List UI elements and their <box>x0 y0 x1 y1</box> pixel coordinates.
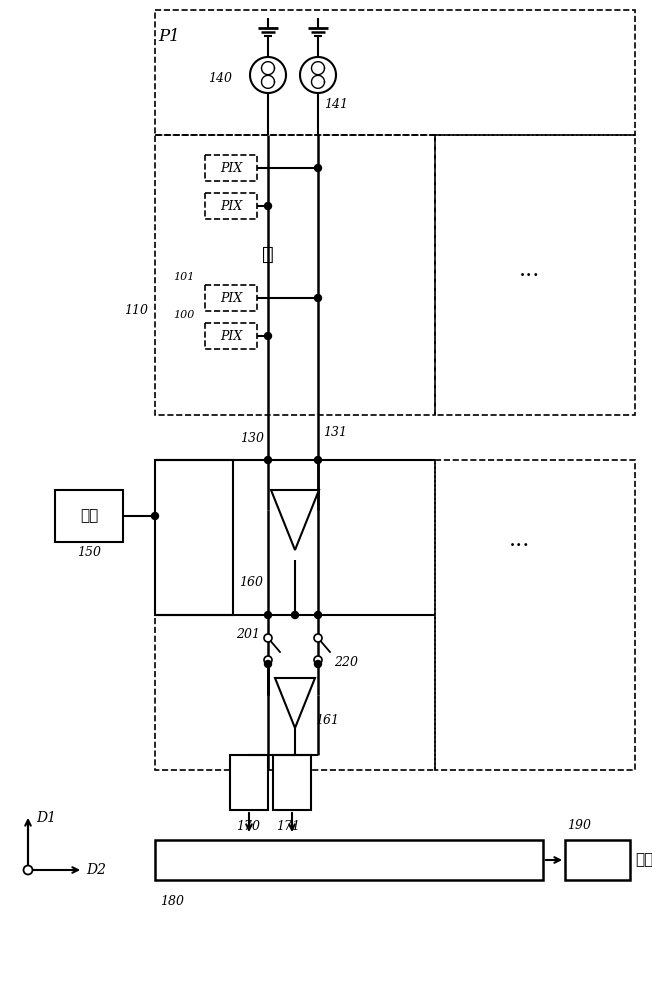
Text: 190: 190 <box>567 819 591 832</box>
Circle shape <box>265 660 271 668</box>
Bar <box>205 323 257 349</box>
Text: PIX: PIX <box>220 292 242 304</box>
Bar <box>55 490 123 542</box>
Circle shape <box>314 164 321 172</box>
Text: 101: 101 <box>173 272 195 282</box>
Circle shape <box>23 865 33 874</box>
Circle shape <box>264 634 272 642</box>
Text: PIX: PIX <box>220 330 242 342</box>
Circle shape <box>314 660 321 668</box>
Circle shape <box>265 332 271 340</box>
Bar <box>435 460 635 770</box>
Bar <box>155 460 435 770</box>
Text: ...: ... <box>509 529 531 551</box>
Text: P1: P1 <box>158 28 180 45</box>
Text: 131: 131 <box>323 426 347 438</box>
Text: D1: D1 <box>36 811 56 825</box>
Circle shape <box>314 634 322 642</box>
Polygon shape <box>275 678 315 728</box>
Text: PIX: PIX <box>220 161 242 174</box>
Circle shape <box>265 611 271 618</box>
Bar <box>273 755 311 810</box>
Bar <box>205 193 257 219</box>
Bar <box>565 840 630 880</box>
Polygon shape <box>271 490 319 550</box>
Text: 161: 161 <box>315 714 339 726</box>
Text: 130: 130 <box>240 432 264 444</box>
Text: 171: 171 <box>276 820 300 833</box>
Circle shape <box>314 456 321 464</box>
Text: 110: 110 <box>124 304 148 316</box>
Text: 141: 141 <box>324 99 348 111</box>
Text: 160: 160 <box>239 576 263 588</box>
Bar <box>205 155 257 181</box>
Bar <box>230 755 268 810</box>
Text: ...: ... <box>519 259 541 281</box>
Text: 220: 220 <box>334 656 358 668</box>
Text: 140: 140 <box>208 72 232 85</box>
Text: 170: 170 <box>236 820 260 833</box>
Circle shape <box>264 656 272 664</box>
Text: ⋮: ⋮ <box>262 246 274 264</box>
Bar <box>435 135 635 415</box>
Circle shape <box>151 512 158 520</box>
Circle shape <box>265 202 271 210</box>
Text: 150: 150 <box>77 546 101 558</box>
Text: 斜坡: 斜坡 <box>80 508 98 524</box>
Text: 100: 100 <box>173 310 195 320</box>
Text: PIX: PIX <box>220 200 242 213</box>
Text: 201: 201 <box>236 629 260 642</box>
Bar <box>155 840 543 880</box>
Text: D2: D2 <box>86 863 106 877</box>
Circle shape <box>314 294 321 302</box>
Bar <box>155 135 435 415</box>
Circle shape <box>314 611 321 618</box>
Circle shape <box>265 456 271 464</box>
Text: 180: 180 <box>160 895 184 908</box>
Bar <box>155 460 233 615</box>
Bar <box>205 285 257 311</box>
Circle shape <box>314 656 322 664</box>
Circle shape <box>291 611 299 618</box>
Bar <box>155 10 635 135</box>
Text: 输出: 输出 <box>635 852 652 867</box>
